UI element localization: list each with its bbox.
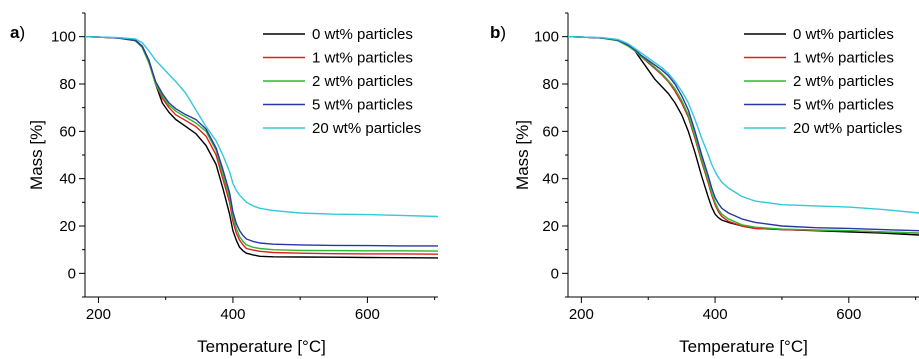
- panel-b: 200 400 600 0 20 40 60 80 100 Temperature [°C] Mas…: [490, 12, 919, 356]
- x-tick-label: 200: [569, 306, 594, 323]
- series-line-3: [568, 36, 919, 232]
- panel-a: 200 400 600 0 20 40 60 80 100 Temperature [°C] Mas…: [10, 12, 438, 356]
- y-tick-label: 60: [542, 123, 559, 140]
- legend-label: 0 wt% particles: [312, 26, 413, 43]
- x-tick-label: 200: [86, 306, 111, 323]
- legend-label: 20 wt% particles: [793, 120, 902, 137]
- panel-letter: a: [10, 23, 20, 42]
- y-tick-label: 40: [59, 171, 76, 188]
- legend-label: 0 wt% particles: [793, 26, 894, 43]
- y-tick-label: 20: [542, 218, 559, 235]
- y-tick-label: 100: [534, 29, 559, 46]
- series-line-3: [85, 36, 438, 247]
- panel-paren: ): [19, 23, 25, 42]
- legend-label: 1 wt% particles: [793, 50, 894, 67]
- series-line-1: [85, 36, 438, 255]
- series-line-2: [568, 36, 919, 234]
- series-line-2: [85, 36, 438, 252]
- y-tick-label: 20: [59, 218, 76, 235]
- legend-label: 2 wt% particles: [312, 73, 413, 90]
- x-tick-label: 400: [220, 306, 245, 323]
- x-axis-title: Temperature [°C]: [679, 337, 808, 356]
- legend-label: 1 wt% particles: [312, 50, 413, 67]
- series-line-0: [85, 36, 438, 259]
- y-tick-label: 0: [68, 265, 76, 282]
- panel-paren: ): [500, 23, 506, 42]
- legend-label: 20 wt% particles: [312, 120, 421, 137]
- y-tick-label: 80: [542, 76, 559, 93]
- y-tick-label: 60: [59, 123, 76, 140]
- x-tick-label: 600: [836, 306, 861, 323]
- series-line-4: [85, 36, 438, 218]
- x-axis-title: Temperature [°C]: [197, 337, 326, 356]
- y-tick-label: 80: [59, 76, 76, 93]
- y-tick-label: 100: [51, 29, 76, 46]
- y-tick-label: 40: [542, 171, 559, 188]
- y-axis-title: Mass [%]: [27, 120, 46, 190]
- x-tick-label: 400: [703, 306, 728, 323]
- panel-label: b): [490, 23, 506, 42]
- legend-label: 2 wt% particles: [793, 73, 894, 90]
- x-tick-label: 600: [355, 306, 380, 323]
- series-line-4: [568, 36, 919, 214]
- y-axis-title: Mass [%]: [513, 120, 532, 190]
- panel-letter: b: [490, 23, 500, 42]
- legend-label: 5 wt% particles: [793, 97, 894, 114]
- y-tick-label: 0: [551, 265, 559, 282]
- panel-label: a): [10, 23, 25, 42]
- legend-label: 5 wt% particles: [312, 97, 413, 114]
